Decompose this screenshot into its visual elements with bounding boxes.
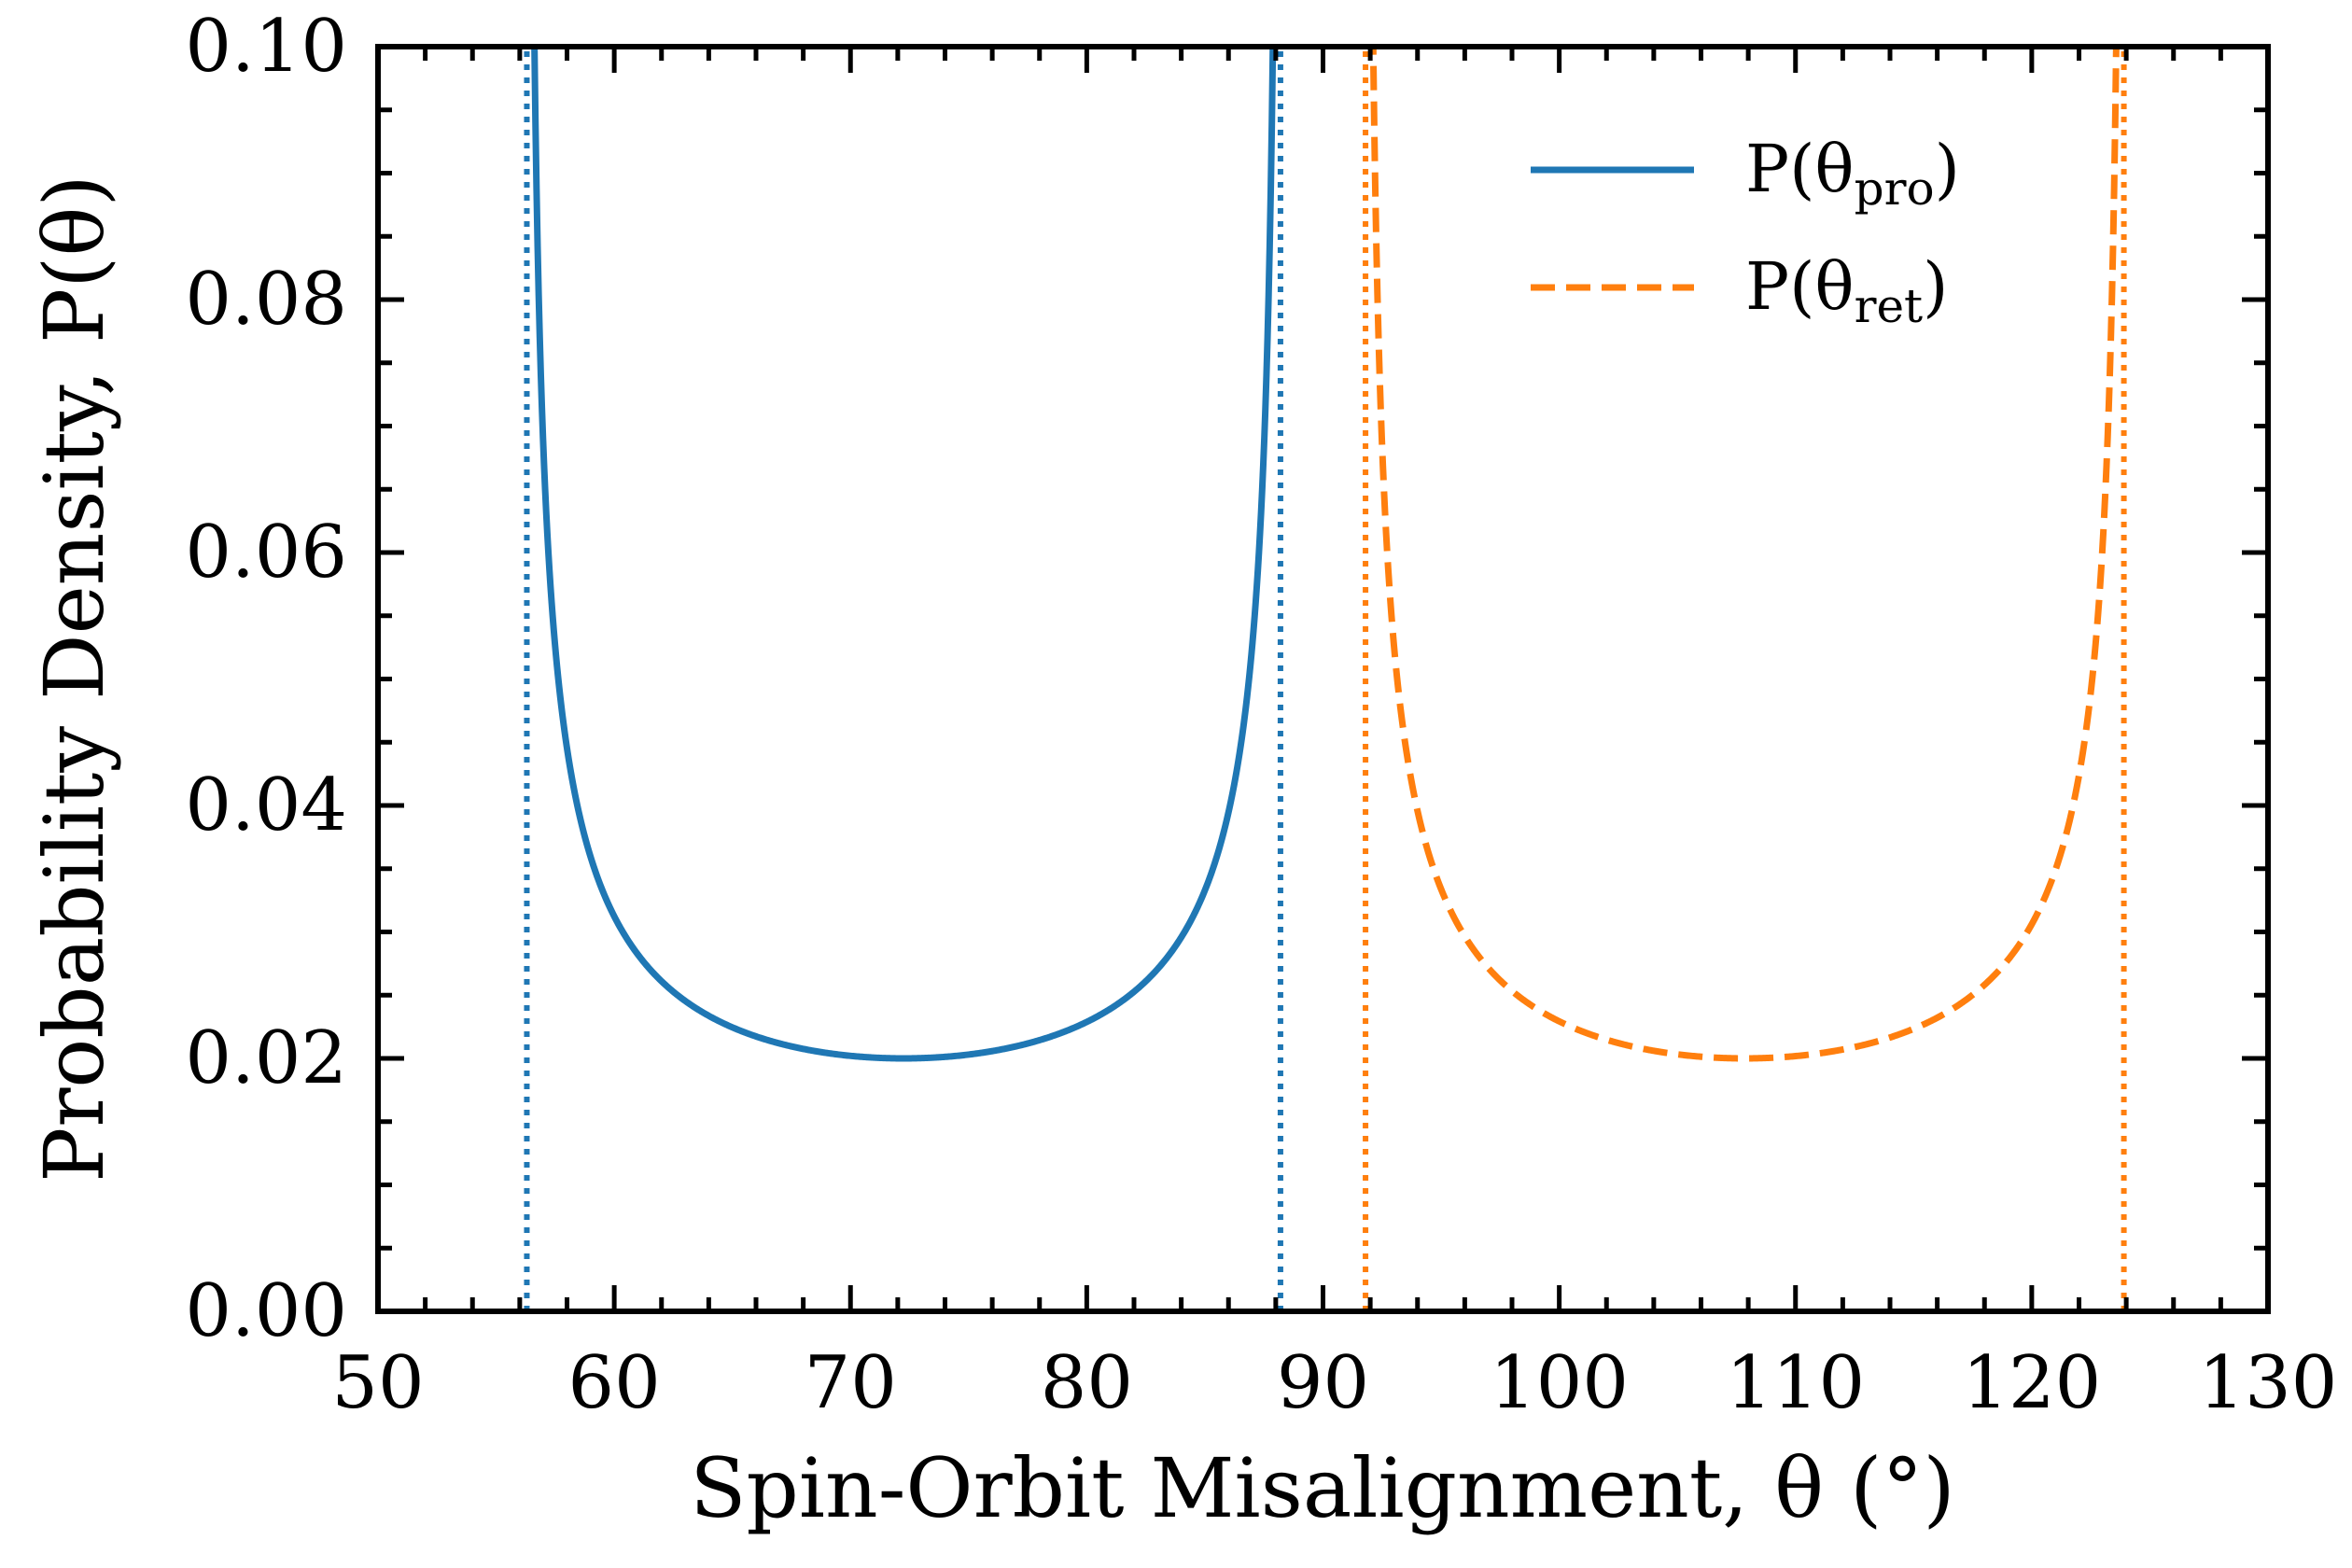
series-line-ret <box>1369 47 2120 1062</box>
legend-pro-close: ) <box>1935 131 1960 207</box>
x-tick-label: 70 <box>805 1341 897 1425</box>
y-tick-label: 0.10 <box>185 5 347 89</box>
x-tick-label: 50 <box>331 1341 424 1425</box>
legend-pro-main: P(θ <box>1745 131 1855 207</box>
axes-frame <box>375 44 2271 1314</box>
legend-pro-label: P(θpro) <box>1745 131 1960 216</box>
legend-ret-label: P(θret) <box>1745 248 1948 333</box>
tick-labels: 50 60 70 80 90 100 110 120 130 0.00 0.02 0.04 0.06 0.… <box>185 5 2337 1425</box>
x-tick-label: 60 <box>567 1341 660 1425</box>
plot-area <box>524 47 2127 1311</box>
legend-ret-sub: ret <box>1855 279 1924 333</box>
x-axis-label: Spin-Orbit Misalignment, θ (°) <box>690 1440 1955 1536</box>
series-line-pro <box>531 47 1277 1062</box>
x-tick-label: 90 <box>1277 1341 1369 1425</box>
legend-pro-sub: pro <box>1855 161 1935 216</box>
legend-ret-main: P(θ <box>1745 248 1855 325</box>
x-tick-label: 120 <box>1962 1341 2101 1425</box>
y-tick-label: 0.02 <box>185 1016 347 1100</box>
x-tick-label: 80 <box>1041 1341 1133 1425</box>
legend: P(θpro) P(θret) <box>1531 131 1960 333</box>
y-axis-label: Probability Density, P(θ) <box>26 175 122 1183</box>
y-tick-label: 0.04 <box>185 763 347 847</box>
x-tick-label: 100 <box>1490 1341 1629 1425</box>
y-tick-label: 0.06 <box>185 511 347 595</box>
x-tick-label: 110 <box>1726 1341 1865 1425</box>
legend-ret-close: ) <box>1923 248 1948 325</box>
y-tick-label: 0.08 <box>185 258 347 342</box>
x-tick-label: 130 <box>2199 1341 2338 1425</box>
y-tick-label: 0.00 <box>185 1269 347 1353</box>
